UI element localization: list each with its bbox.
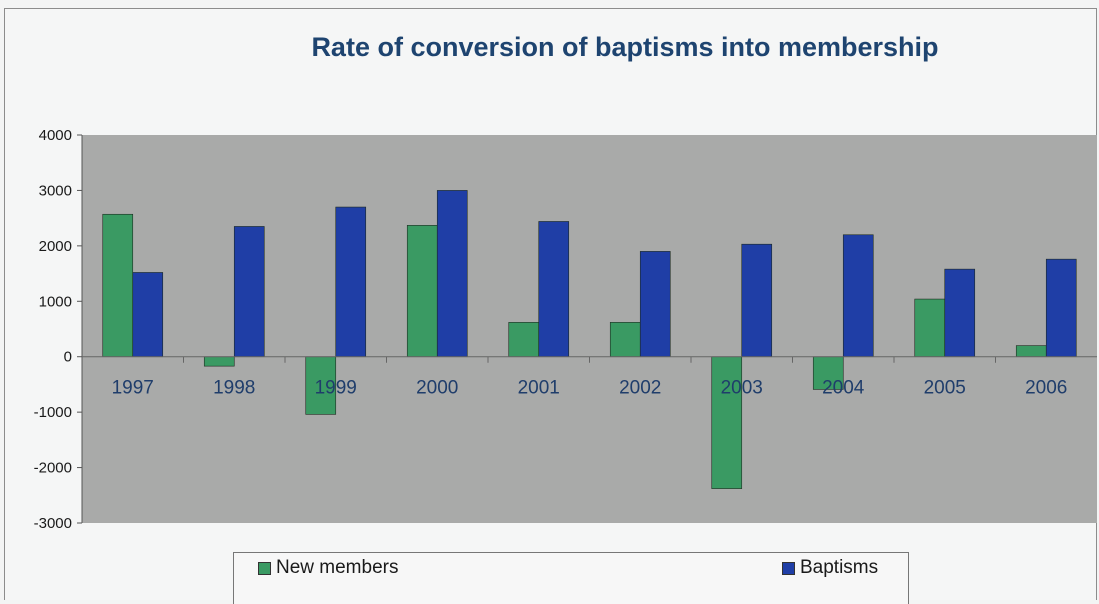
x-tick-label: 1997 <box>112 378 154 399</box>
y-tick-label: 1000 <box>39 293 72 310</box>
bar-new-members-1998 <box>204 357 234 366</box>
bar-baptisms-2004 <box>843 235 873 357</box>
legend-label-baptisms: Baptisms <box>800 557 878 579</box>
bar-baptisms-2001 <box>539 221 569 356</box>
legend-label-new-members: New members <box>276 557 398 579</box>
bar-baptisms-2006 <box>1046 259 1076 357</box>
bar-baptisms-1997 <box>133 272 163 356</box>
y-tick-label: 4000 <box>39 127 72 144</box>
y-tick-label: 3000 <box>39 182 72 199</box>
x-tick-label: 2006 <box>1025 378 1067 399</box>
x-tick-label: 2000 <box>416 378 458 399</box>
bar-new-members-2003 <box>712 357 742 489</box>
x-tick-label: 1999 <box>315 378 357 399</box>
x-tick-label: 2004 <box>822 378 865 399</box>
bar-new-members-2001 <box>509 322 539 356</box>
legend-swatch-new-members <box>258 562 271 575</box>
legend-swatch-baptisms <box>782 562 795 575</box>
bar-baptisms-2002 <box>640 251 670 356</box>
bar-baptisms-1998 <box>234 226 264 356</box>
legend-item-baptisms: Baptisms <box>782 557 878 579</box>
bar-new-members-2006 <box>1016 346 1046 357</box>
bar-new-members-2005 <box>915 299 945 357</box>
x-tick-label: 2001 <box>518 378 560 399</box>
bar-baptisms-2003 <box>742 244 772 357</box>
bar-baptisms-2000 <box>437 190 467 356</box>
y-tick-label: 2000 <box>39 238 72 255</box>
y-tick-label: -3000 <box>34 515 72 532</box>
y-tick-label: -2000 <box>34 460 72 477</box>
legend-item-new-members: New members <box>258 557 398 579</box>
bar-baptisms-2005 <box>945 269 975 357</box>
bar-new-members-1997 <box>103 214 133 356</box>
x-tick-label: 2003 <box>721 378 763 399</box>
y-tick-label: -1000 <box>34 404 72 421</box>
chart-legend: New members Baptisms <box>233 552 909 604</box>
bar-new-members-2000 <box>407 225 437 356</box>
x-tick-label: 2002 <box>619 378 661 399</box>
x-tick-label: 2005 <box>924 378 966 399</box>
bar-baptisms-1999 <box>336 207 366 357</box>
bar-new-members-2002 <box>610 322 640 356</box>
y-tick-label: 0 <box>64 349 72 366</box>
x-tick-label: 1998 <box>213 378 255 399</box>
